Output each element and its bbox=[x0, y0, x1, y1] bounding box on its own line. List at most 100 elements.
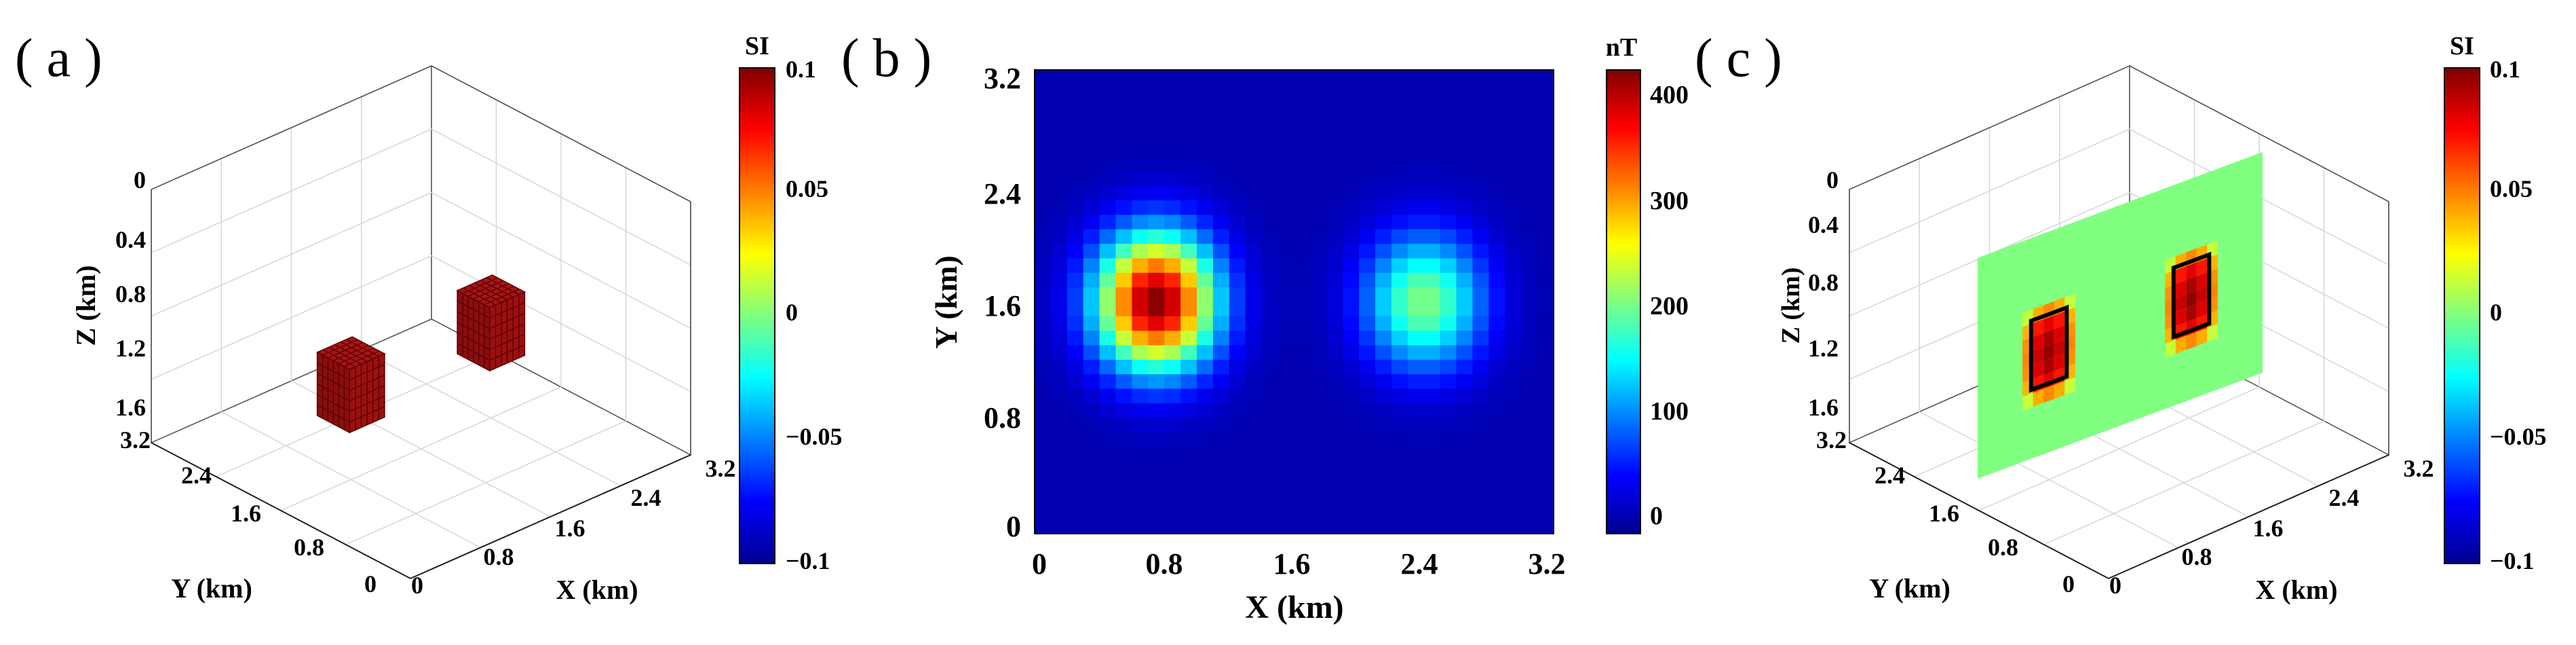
heatmap-cell bbox=[1375, 432, 1392, 447]
voxel-edge bbox=[462, 277, 498, 294]
heatmap-cell bbox=[1488, 461, 1505, 477]
heatmap-cell bbox=[1180, 331, 1197, 346]
heatmap-cell bbox=[1359, 229, 1376, 244]
heatmap-cell bbox=[1456, 258, 1474, 274]
heatmap-cell bbox=[1245, 374, 1263, 390]
heatmap-cell bbox=[1035, 171, 1052, 187]
heatmap-cell bbox=[1440, 461, 1457, 477]
heatmap-cell bbox=[1229, 200, 1246, 216]
heatmap-cell bbox=[1066, 374, 1084, 390]
heatmap-cell bbox=[1472, 446, 1489, 462]
colorbar-a-tick: 0 bbox=[786, 299, 798, 326]
heatmap-cell bbox=[1488, 316, 1505, 331]
heatmap-cell bbox=[1277, 215, 1295, 230]
heatmap-cell bbox=[1115, 113, 1133, 128]
heatmap-cell bbox=[1132, 461, 1149, 477]
heatmap-cell bbox=[1310, 316, 1327, 331]
heatmap-cell bbox=[1391, 258, 1408, 274]
heatmap-cell bbox=[1375, 113, 1392, 128]
heatmap-cell bbox=[1505, 98, 1522, 114]
heatmap-cell bbox=[1148, 504, 1165, 520]
heatmap-cell bbox=[1099, 301, 1117, 317]
heatmap-cell bbox=[1294, 171, 1311, 187]
heatmap-cell bbox=[1066, 301, 1084, 317]
heatmap-cell bbox=[1180, 446, 1197, 462]
heatmap-cell bbox=[1115, 157, 1133, 172]
heatmap-cell bbox=[1310, 84, 1327, 100]
heatmap-cell bbox=[1326, 287, 1343, 303]
heatmap-cell bbox=[1197, 142, 1214, 158]
heatmap-cell bbox=[1359, 200, 1376, 216]
heatmap-cell bbox=[1099, 287, 1117, 303]
heatmap-cell bbox=[1066, 359, 1084, 375]
heatmap-cell bbox=[1115, 316, 1133, 331]
grid-line bbox=[1849, 128, 2389, 265]
heatmap-cell bbox=[1391, 185, 1408, 201]
heatmap-cell bbox=[1212, 374, 1230, 390]
heatmap-cell bbox=[1407, 70, 1425, 85]
heatmap-cell bbox=[1456, 519, 1474, 534]
y-tick-label: 2.4 bbox=[984, 177, 1021, 210]
heatmap-cell bbox=[1294, 374, 1311, 390]
slice-cell bbox=[2165, 339, 2176, 358]
heatmap-cell bbox=[1261, 374, 1279, 390]
x-tick-label: 3.2 bbox=[706, 455, 736, 482]
heatmap-cell bbox=[1472, 258, 1489, 274]
heatmap-cell bbox=[1537, 229, 1554, 244]
heatmap-cell bbox=[1343, 98, 1360, 114]
heatmap-cell bbox=[1343, 113, 1360, 128]
heatmap-cell bbox=[1505, 185, 1522, 201]
heatmap-cell bbox=[1505, 331, 1522, 346]
heatmap-cell bbox=[1391, 98, 1408, 114]
heatmap-cell bbox=[1423, 287, 1441, 303]
heatmap-cell bbox=[1164, 128, 1181, 143]
colorbar-c-tick: 0 bbox=[2490, 299, 2502, 326]
heatmap-cell bbox=[1115, 418, 1133, 433]
heatmap-cell bbox=[1521, 157, 1538, 172]
heatmap-cell bbox=[1310, 475, 1327, 491]
heatmap-cell bbox=[1099, 98, 1117, 114]
heatmap-cell bbox=[1407, 316, 1425, 331]
heatmap-cell bbox=[1115, 301, 1133, 317]
heatmap-cell bbox=[1164, 316, 1181, 331]
heatmap-cell bbox=[1099, 461, 1117, 477]
heatmap-cell bbox=[1132, 374, 1149, 390]
heatmap-cell bbox=[1132, 157, 1149, 172]
heatmap-cell bbox=[1066, 287, 1084, 303]
heatmap-cell bbox=[1083, 244, 1100, 259]
heatmap-cell bbox=[1066, 84, 1084, 100]
heatmap-cell bbox=[1375, 403, 1392, 418]
heatmap-cell bbox=[1148, 446, 1165, 462]
heatmap-cell bbox=[1294, 272, 1311, 288]
heatmap-cell bbox=[1375, 316, 1392, 331]
heatmap-cell bbox=[1472, 490, 1489, 505]
heatmap-cell bbox=[1343, 432, 1360, 447]
heatmap-cell bbox=[1197, 490, 1214, 505]
heatmap-cell bbox=[1148, 142, 1165, 158]
grid-line bbox=[1849, 191, 2389, 329]
heatmap-cell bbox=[1407, 331, 1425, 346]
heatmap-cell bbox=[1294, 185, 1311, 201]
heatmap-cell bbox=[1537, 316, 1554, 331]
heatmap-cell bbox=[1521, 98, 1538, 114]
heatmap-cell bbox=[1375, 258, 1392, 274]
heatmap-cell bbox=[1326, 446, 1343, 462]
heatmap-cell bbox=[1164, 229, 1181, 244]
heatmap-cell bbox=[1505, 229, 1522, 244]
heatmap-cell bbox=[1180, 316, 1197, 331]
axis-edge bbox=[2129, 65, 2389, 202]
heatmap-cell bbox=[1440, 418, 1457, 433]
x-tick-label: 2.4 bbox=[2329, 484, 2360, 511]
colorbar-c-unit: SI bbox=[2450, 32, 2474, 60]
heatmap-cell bbox=[1294, 432, 1311, 447]
z-axis-label: Z (km) bbox=[71, 265, 101, 346]
heatmap-cell bbox=[1115, 258, 1133, 274]
heatmap-cell bbox=[1375, 272, 1392, 288]
heatmap-cell bbox=[1375, 504, 1392, 520]
heatmap-cell bbox=[1164, 185, 1181, 201]
heatmap-cell bbox=[1099, 345, 1117, 361]
axis-line bbox=[2108, 454, 2389, 579]
heatmap-cell bbox=[1359, 403, 1376, 418]
heatmap-cell bbox=[1505, 359, 1522, 375]
heatmap-cell bbox=[1472, 345, 1489, 361]
